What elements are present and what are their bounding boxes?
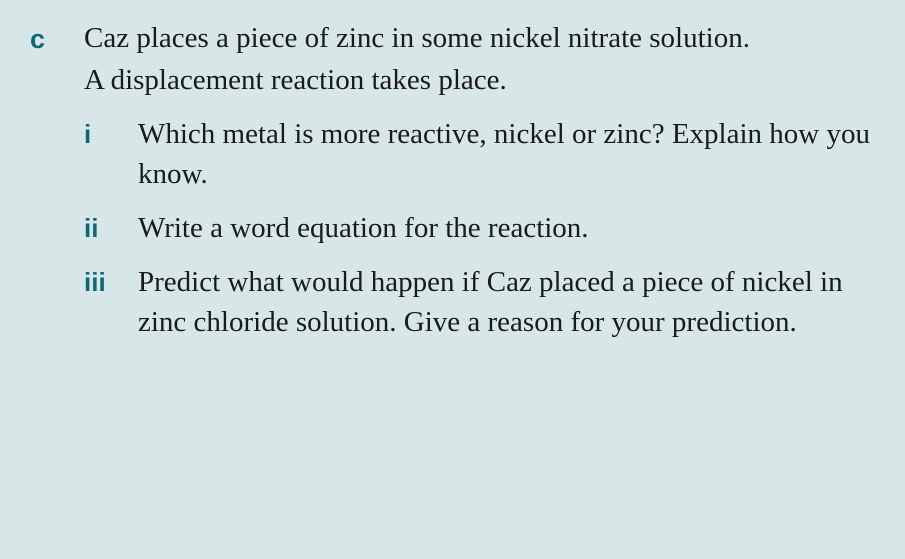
- marker-ii: ii: [84, 208, 138, 247]
- question-c-intro: Caz places a piece of zinc in some nicke…: [84, 18, 875, 100]
- marker-iii: iii: [84, 262, 138, 301]
- subpart-i-text: Which metal is more reactive, nickel or …: [138, 114, 875, 194]
- intro-line-2: A displacement reaction takes place.: [84, 60, 875, 100]
- marker-c: c: [30, 18, 84, 58]
- subpart-iii-text: Predict what would happen if Caz placed …: [138, 262, 875, 342]
- subpart-i: i Which metal is more reactive, nickel o…: [84, 114, 875, 194]
- subparts-list: i Which metal is more reactive, nickel o…: [84, 114, 875, 342]
- marker-i: i: [84, 114, 138, 153]
- question-c-content: Caz places a piece of zinc in some nicke…: [84, 18, 875, 342]
- subpart-iii: iii Predict what would happen if Caz pla…: [84, 262, 875, 342]
- intro-line-1: Caz places a piece of zinc in some nicke…: [84, 18, 875, 58]
- subpart-ii: ii Write a word equation for the reactio…: [84, 208, 875, 248]
- question-c: c Caz places a piece of zinc in some nic…: [30, 18, 875, 342]
- subpart-ii-text: Write a word equation for the reaction.: [138, 208, 875, 248]
